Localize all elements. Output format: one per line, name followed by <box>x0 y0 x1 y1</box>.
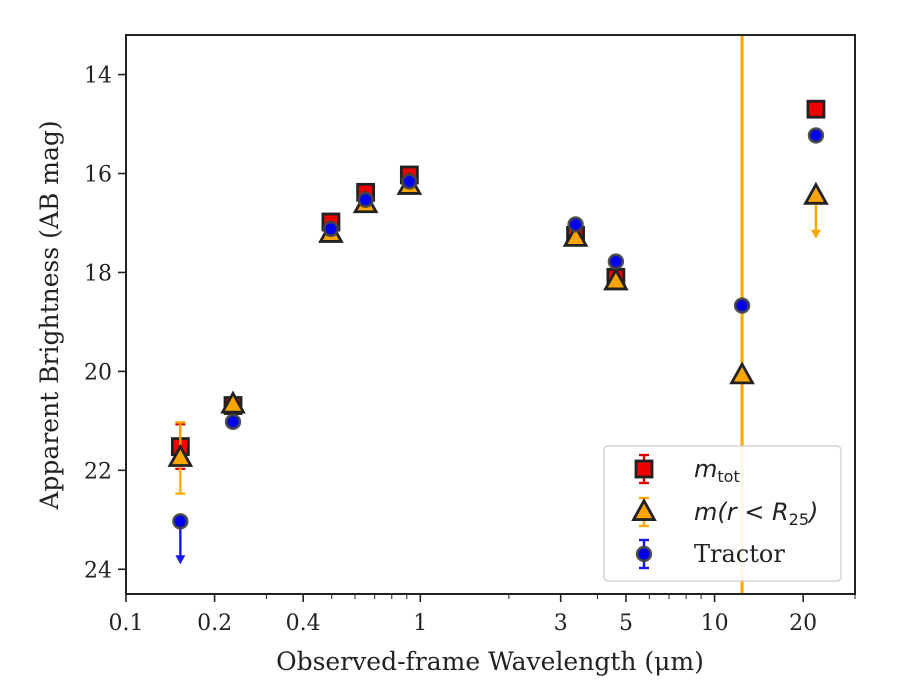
data-point <box>803 181 829 239</box>
legend: mtot m(r < R25) Tractor <box>603 445 842 582</box>
legend-box <box>603 445 842 582</box>
circle-marker <box>733 297 751 314</box>
data-point <box>807 127 825 144</box>
legend-entry: m(r < R25) <box>631 496 818 529</box>
legend-label: Tractor <box>694 540 785 568</box>
circle-marker <box>567 216 584 233</box>
y-axis: 14 16 18 20 22 24 <box>84 64 126 583</box>
circle-marker <box>172 513 189 530</box>
series-square <box>170 99 826 470</box>
upper-limit-arrow-head <box>810 229 821 239</box>
data-marks <box>167 99 829 565</box>
series-triangle <box>167 171 829 495</box>
x-axis-label: Observed-frame Wavelength (μm) <box>276 647 704 676</box>
data-point <box>567 216 584 233</box>
y-axis-label: Apparent Brightness (AB mag) <box>35 120 64 510</box>
y-tick-label: 18 <box>84 261 112 286</box>
data-point <box>806 99 826 119</box>
legend-label: mtot <box>694 455 740 486</box>
data-point <box>729 361 755 385</box>
circle-marker <box>401 173 418 190</box>
square-marker <box>806 99 826 119</box>
data-point <box>357 191 374 208</box>
triangle-marker <box>562 223 589 247</box>
circle-marker <box>322 220 340 238</box>
data-point <box>224 413 242 431</box>
square-marker <box>634 459 654 479</box>
circle-marker <box>607 253 625 270</box>
x-tick-label: 10 <box>701 611 729 636</box>
x-tick-label: 0.1 <box>109 611 144 636</box>
legend-entry: Tractor <box>635 538 785 570</box>
data-point <box>167 421 194 495</box>
y-tick-label: 22 <box>84 459 112 484</box>
legend-entry: mtot <box>634 453 740 486</box>
x-tick-label: 5 <box>619 611 633 636</box>
y-tick-label: 14 <box>84 64 112 89</box>
y-tick-label: 20 <box>84 360 112 385</box>
data-point <box>401 173 418 190</box>
circle-marker <box>357 191 374 208</box>
triangle-marker <box>220 390 246 414</box>
triangle-marker <box>803 181 829 205</box>
x-axis: 0.1 0.2 0.4 1 3 5 10 20 <box>109 594 856 636</box>
x-tick-label: 0.2 <box>197 611 232 636</box>
triangle-marker <box>603 267 629 291</box>
plot-frame <box>125 34 856 595</box>
series-circle <box>172 127 825 565</box>
circle-marker <box>224 413 242 431</box>
x-tick-label: 20 <box>789 611 817 636</box>
data-point <box>172 513 189 565</box>
y-tick-label: 24 <box>84 558 112 583</box>
data-point <box>607 253 625 270</box>
data-point <box>733 297 751 314</box>
triangle-marker <box>631 497 657 521</box>
legend-label: m(r < R25) <box>694 498 818 529</box>
data-point <box>220 390 246 414</box>
data-point <box>562 223 589 247</box>
y-tick-label: 16 <box>84 163 112 188</box>
x-tick-label: 1 <box>413 611 427 636</box>
data-point <box>322 220 340 238</box>
data-point <box>603 267 629 291</box>
x-tick-label: 3 <box>554 611 568 636</box>
triangle-marker <box>167 443 194 467</box>
upper-limit-arrow-head <box>175 555 186 565</box>
triangle-marker <box>729 361 755 385</box>
circle-marker <box>635 545 653 563</box>
circle-marker <box>807 127 825 144</box>
x-tick-label: 0.4 <box>286 611 321 636</box>
